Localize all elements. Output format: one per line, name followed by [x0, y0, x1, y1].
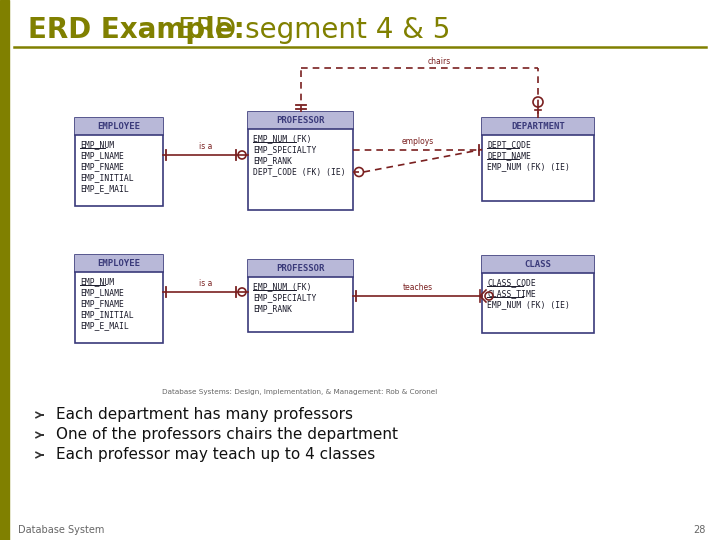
Text: EMP_LNAME: EMP_LNAME [80, 152, 124, 160]
Text: EMP_E_MAIL: EMP_E_MAIL [80, 185, 129, 193]
Text: Each professor may teach up to 4 classes: Each professor may teach up to 4 classes [56, 448, 375, 462]
Bar [482, 118, 594, 201]
Bar [248, 112, 353, 210]
Text: EMP_NUM (FK): EMP_NUM (FK) [253, 134, 312, 144]
Text: EMP_NUM: EMP_NUM [80, 278, 114, 287]
Text: ERD segment 4 & 5: ERD segment 4 & 5 [178, 16, 451, 44]
Text: is a: is a [199, 279, 212, 288]
Text: chairs: chairs [428, 57, 451, 66]
Text: Each department has many professors: Each department has many professors [56, 408, 353, 422]
Text: teaches: teaches [402, 283, 433, 292]
Bar [248, 260, 353, 332]
Text: One of the professors chairs the department: One of the professors chairs the departm… [56, 428, 398, 442]
Text: EMP_RANK: EMP_RANK [253, 305, 292, 314]
Text: is a: is a [199, 142, 212, 151]
Text: PROFESSOR: PROFESSOR [276, 264, 325, 273]
Text: ERD Example:: ERD Example: [28, 16, 254, 44]
Text: CLASS_TIME: CLASS_TIME [487, 289, 536, 299]
Text: 28: 28 [693, 525, 706, 535]
Bar [75, 118, 163, 206]
Bar [248, 112, 353, 129]
Text: PROFESSOR: PROFESSOR [276, 116, 325, 125]
Text: EMP_E_MAIL: EMP_E_MAIL [80, 321, 129, 330]
Text: EMP_SPECIALTY: EMP_SPECIALTY [253, 145, 316, 154]
Bar [75, 255, 163, 272]
Bar [0, 0, 9, 540]
Text: CLASS: CLASS [525, 260, 552, 269]
Bar [248, 260, 353, 277]
Text: DEPT_CODE: DEPT_CODE [487, 140, 531, 150]
Text: EMP_FNAME: EMP_FNAME [80, 163, 124, 172]
Text: employs: employs [401, 137, 433, 146]
Bar [482, 256, 594, 273]
Bar [482, 256, 594, 333]
Text: EMP_NUM (FK) (IE): EMP_NUM (FK) (IE) [487, 300, 570, 309]
Text: DEPT_NAME: DEPT_NAME [487, 152, 531, 160]
Text: EMPLOYEE: EMPLOYEE [97, 259, 140, 268]
Text: EMP_INITIAL: EMP_INITIAL [80, 173, 134, 183]
Text: EMPLOYEE: EMPLOYEE [97, 122, 140, 131]
Text: DEPARTMENT: DEPARTMENT [511, 122, 565, 131]
Text: Database Systems: Design, Implementation, & Management: Rob & Coronel: Database Systems: Design, Implementation… [163, 389, 438, 395]
Text: DEPT_CODE (FK) (IE): DEPT_CODE (FK) (IE) [253, 167, 346, 177]
Text: EMP_FNAME: EMP_FNAME [80, 300, 124, 308]
Text: EMP_NUM (FK): EMP_NUM (FK) [253, 282, 312, 292]
Bar [482, 118, 594, 135]
Text: EMP_SPECIALTY: EMP_SPECIALTY [253, 294, 316, 302]
Text: EMP_INITIAL: EMP_INITIAL [80, 310, 134, 320]
Text: EMP_LNAME: EMP_LNAME [80, 288, 124, 298]
Text: EMP_RANK: EMP_RANK [253, 157, 292, 165]
Text: Database System: Database System [18, 525, 104, 535]
Bar [75, 255, 163, 343]
Bar [75, 118, 163, 135]
Text: EMP_NUM: EMP_NUM [80, 140, 114, 150]
Text: EMP_NUM (FK) (IE): EMP_NUM (FK) (IE) [487, 163, 570, 172]
Text: CLASS_CODE: CLASS_CODE [487, 279, 536, 287]
